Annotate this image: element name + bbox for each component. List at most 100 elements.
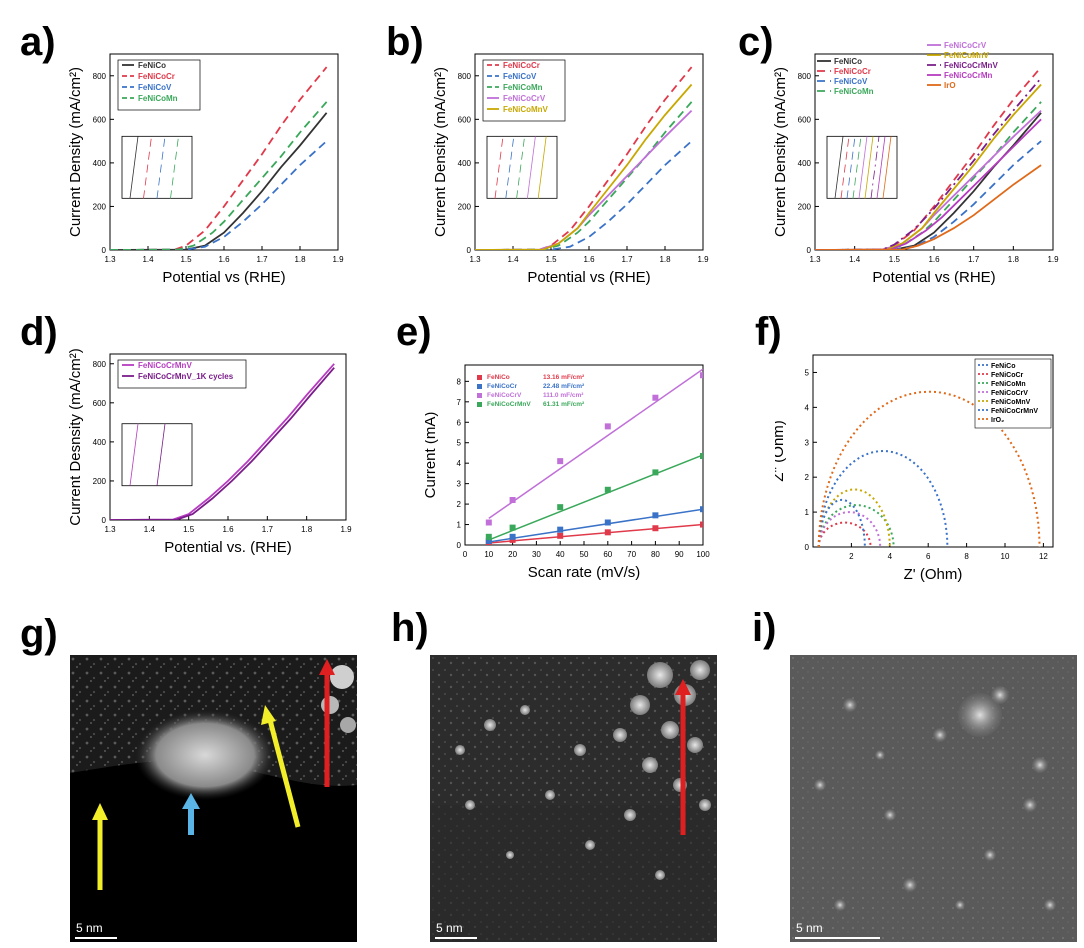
legend-value: 22.48 mF/cm² bbox=[543, 383, 585, 390]
series-line bbox=[815, 118, 1042, 250]
legend-label: FeNiCoCr bbox=[991, 372, 1024, 379]
legend-label: FeNiCoCrMnV bbox=[991, 408, 1038, 415]
legend-label: IrO₂ bbox=[991, 417, 1004, 424]
legend-label: FeNiCoCrMn bbox=[944, 71, 993, 80]
y-tick-label: 0 bbox=[457, 541, 462, 550]
legend-label: FeNiCo bbox=[487, 374, 510, 381]
series-line bbox=[815, 83, 1042, 250]
x-tick-label: 1.3 bbox=[469, 255, 481, 264]
x-tick-label: 1.6 bbox=[583, 255, 595, 264]
y-tick-label: 800 bbox=[93, 360, 107, 369]
micrograph-g: 5 nm bbox=[70, 655, 357, 942]
inset-line bbox=[129, 423, 139, 486]
x-tick-label: 1.3 bbox=[104, 255, 116, 264]
inset-line bbox=[876, 136, 886, 199]
x-tick-label: 100 bbox=[696, 550, 710, 559]
legend-label: FeNiCoCrV bbox=[487, 392, 522, 399]
fit-line bbox=[488, 368, 703, 520]
data-point bbox=[700, 521, 703, 528]
y-axis-label: Current Density (mA/cm²) bbox=[67, 67, 84, 237]
legend-box bbox=[473, 371, 625, 413]
data-point bbox=[604, 423, 611, 430]
series-line bbox=[110, 140, 328, 250]
x-tick-label: 0 bbox=[463, 550, 468, 559]
data-point bbox=[557, 458, 564, 465]
y-tick-label: 5 bbox=[457, 439, 462, 448]
x-tick-label: 1.5 bbox=[889, 255, 901, 264]
y-tick-label: 800 bbox=[458, 72, 472, 81]
series-line bbox=[817, 390, 1041, 547]
legend-label: FeNiCoCrMnV bbox=[487, 401, 531, 408]
inset-line bbox=[143, 136, 152, 199]
x-tick-label: 1.5 bbox=[180, 255, 192, 264]
series-line bbox=[817, 498, 866, 547]
inset-line bbox=[882, 136, 892, 199]
legend-box bbox=[117, 359, 247, 389]
data-point bbox=[557, 504, 564, 511]
x-tick-label: 70 bbox=[627, 550, 636, 559]
series-line bbox=[817, 449, 949, 547]
x-axis-label: Potential vs (RHE) bbox=[872, 269, 995, 286]
data-point bbox=[509, 536, 516, 543]
chart-c: 1.3 1.4 1.5 1.6 1.7 1.8 1.9 0 200 400 600 800 Potent… bbox=[772, 41, 1059, 286]
x-tick-label: 1.5 bbox=[545, 255, 557, 264]
y-axis-label: Current Density (mA/cm²) bbox=[772, 67, 789, 237]
inset-line bbox=[846, 136, 856, 199]
y-tick-label: 600 bbox=[458, 115, 472, 124]
x-tick-label: 1.8 bbox=[659, 255, 671, 264]
inset-line bbox=[870, 136, 880, 199]
inset-line bbox=[505, 136, 515, 199]
plot-frame-f bbox=[812, 354, 1054, 548]
legend-label: FeNiCoMnV bbox=[503, 105, 549, 114]
y-tick-label: 2 bbox=[457, 500, 462, 509]
series-line bbox=[475, 101, 693, 250]
y-tick-label: 400 bbox=[93, 438, 107, 447]
legend-swatch bbox=[477, 393, 482, 398]
series-line bbox=[110, 66, 328, 250]
data-point bbox=[604, 519, 611, 526]
legend-label: FeNiCoCr bbox=[138, 72, 175, 81]
data-point bbox=[700, 453, 703, 460]
inset-box bbox=[826, 135, 898, 199]
x-tick-label: 1.6 bbox=[218, 255, 230, 264]
y-tick-label: 200 bbox=[93, 477, 107, 486]
y-tick-label: 200 bbox=[93, 202, 107, 211]
x-axis-label: Potential vs. (RHE) bbox=[164, 539, 292, 556]
x-tick-label: 1.9 bbox=[340, 525, 352, 534]
y-tick-label: 800 bbox=[798, 72, 812, 81]
y-tick-label: 4 bbox=[457, 459, 462, 468]
legend-label: FeNiCoV bbox=[503, 72, 537, 81]
panel-label-i: i) bbox=[752, 606, 777, 650]
legend-label: FeNiCoCrV bbox=[503, 94, 546, 103]
inset-line bbox=[494, 136, 504, 199]
x-tick-label: 4 bbox=[888, 552, 893, 561]
x-tick-label: 1.8 bbox=[301, 525, 313, 534]
arrow-blue bbox=[182, 793, 200, 835]
series-line bbox=[110, 367, 335, 520]
panel-label-g: g) bbox=[20, 612, 58, 656]
inset-line bbox=[834, 136, 844, 199]
legend-label: FeNiCo bbox=[834, 57, 862, 66]
panel-label-c: c) bbox=[738, 20, 774, 64]
inset-line bbox=[156, 136, 166, 199]
data-point bbox=[604, 486, 611, 493]
series-line bbox=[815, 140, 1042, 250]
legend-value: 111.0 mF/cm² bbox=[543, 392, 584, 399]
micrograph-h: 5 nm bbox=[430, 655, 717, 942]
inset-line bbox=[864, 136, 874, 199]
legend-label: FeNiCo bbox=[991, 363, 1016, 370]
x-axis-label: Scan rate (mV/s) bbox=[528, 564, 641, 581]
y-tick-label: 1 bbox=[457, 521, 462, 530]
legend-swatch bbox=[477, 402, 482, 407]
y-tick-label: 1 bbox=[805, 508, 810, 517]
data-point bbox=[700, 372, 703, 379]
x-tick-label: 12 bbox=[1039, 552, 1048, 561]
inset-line bbox=[852, 136, 862, 199]
legend-label: FeNiCoMn bbox=[834, 87, 874, 96]
y-tick-label: 400 bbox=[798, 159, 812, 168]
legend-label: FeNiCoV bbox=[834, 77, 868, 86]
legend-label: IrO bbox=[944, 81, 956, 90]
data-point bbox=[700, 506, 703, 513]
x-tick-label: 1.9 bbox=[1047, 255, 1059, 264]
panel-label-b: b) bbox=[386, 20, 424, 64]
